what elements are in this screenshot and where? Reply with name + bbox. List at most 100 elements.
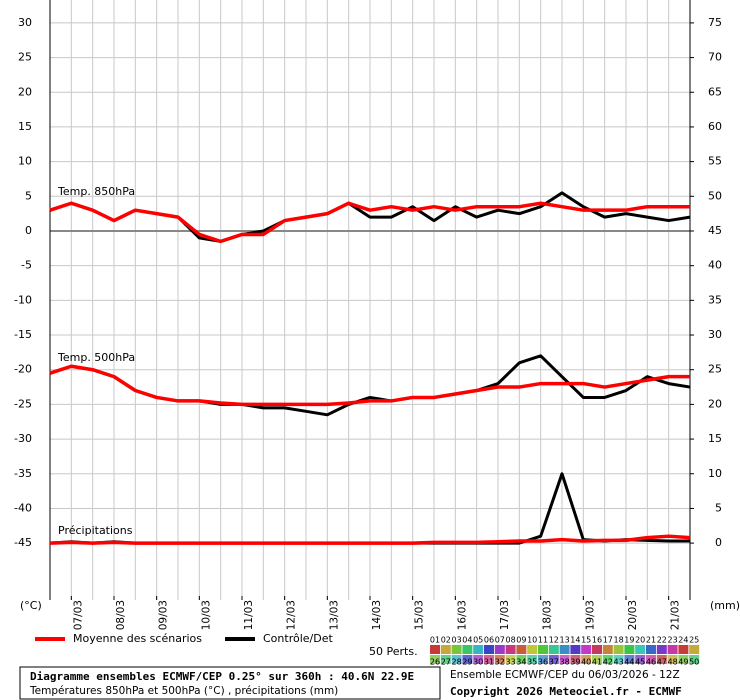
member-swatch (548, 645, 559, 654)
member-swatch (473, 645, 484, 654)
annotation: Temp. 500hPa (57, 351, 135, 364)
x-tick-label: 12/03 (286, 600, 298, 630)
member-label: 30 (473, 658, 483, 667)
member-swatch (602, 655, 613, 664)
member-label: 24 (678, 636, 688, 645)
member-label: 32 (495, 658, 505, 667)
member-label: 37 (549, 658, 559, 667)
member-swatch (516, 655, 527, 664)
member-swatch (473, 655, 484, 664)
member-swatch (581, 645, 592, 654)
member-label: 12 (549, 636, 559, 645)
member-swatch (440, 655, 451, 664)
y-tick-label: 0 (25, 224, 32, 237)
member-swatch (548, 655, 559, 664)
member-swatch (689, 655, 700, 664)
members-label: 50 Perts. (369, 645, 418, 658)
y2-tick-label: 60 (708, 120, 722, 133)
member-swatch (624, 645, 635, 654)
footer-title: Diagramme ensembles ECMWF/CEP 0.25° sur … (30, 670, 414, 683)
member-swatch (592, 645, 602, 654)
member-label: 11 (538, 636, 548, 645)
y-tick-label: 5 (25, 189, 32, 202)
member-swatch (527, 645, 538, 654)
member-swatch (538, 645, 548, 654)
x-tick-label: 15/03 (414, 600, 426, 630)
y-tick-label: -45 (14, 536, 32, 549)
y-tick-label: -25 (14, 397, 32, 410)
member-swatch (613, 655, 624, 664)
footer-subtitle: Températures 850hPa et 500hPa (°C) , pré… (29, 685, 338, 697)
member-swatch (462, 655, 473, 664)
y-tick-label: -30 (14, 432, 32, 445)
x-tick-label: 09/03 (158, 600, 170, 630)
member-label: 23 (668, 636, 678, 645)
x-tick-label: 19/03 (584, 600, 596, 630)
member-label: 48 (668, 658, 678, 667)
member-swatch (494, 645, 505, 654)
member-label: 21 (646, 636, 656, 645)
member-label: 01 (430, 636, 440, 645)
member-swatch (559, 655, 570, 664)
y2-tick-label: 40 (708, 259, 722, 272)
y2-tick-label: 65 (708, 85, 722, 98)
y-tick-label: 30 (18, 16, 32, 29)
member-label: 44 (624, 658, 634, 667)
member-label: 34 (516, 658, 526, 667)
member-label: 06 (484, 636, 494, 645)
member-swatch (430, 645, 440, 654)
footer-run: Ensemble ECMWF/CEP du 06/03/2026 - 12Z (450, 669, 680, 681)
member-label: 36 (538, 658, 548, 667)
member-swatch (505, 655, 516, 664)
y2-tick-label: 10 (708, 467, 722, 480)
member-swatch (516, 645, 527, 654)
member-label: 20 (635, 636, 645, 645)
x-tick-label: 10/03 (200, 600, 212, 630)
y-tick-label: -5 (21, 259, 32, 272)
member-label: 13 (560, 636, 570, 645)
footer-box (19, 666, 441, 700)
annotation: Temp. 850hPa (57, 185, 135, 198)
x-tick-label: 13/03 (328, 600, 340, 630)
member-swatch (624, 655, 635, 664)
member-swatch (656, 645, 667, 654)
member-swatch (581, 655, 592, 664)
member-swatch (592, 655, 602, 664)
member-label: 38 (560, 658, 570, 667)
member-label: 17 (603, 636, 613, 645)
x-tick-label: 08/03 (115, 600, 127, 630)
legend-label: Contrôle/Det (263, 632, 333, 645)
y2-unit: (mm) (710, 599, 740, 612)
y2-tick-label: 75 (708, 16, 722, 29)
member-label: 16 (592, 636, 602, 645)
member-swatch (646, 645, 656, 654)
member-swatch (462, 645, 473, 654)
member-label: 18 (614, 636, 624, 645)
y2-tick-label: 0 (715, 536, 722, 549)
x-tick-label: 14/03 (371, 600, 383, 630)
member-label: 40 (581, 658, 591, 667)
member-label: 39 (570, 658, 580, 667)
annotation: Précipitations (58, 524, 133, 537)
member-swatch (570, 655, 581, 664)
y-unit: (°C) (20, 599, 42, 612)
member-swatch (484, 655, 494, 664)
member-label: 50 (689, 658, 699, 667)
member-swatch (635, 645, 646, 654)
x-tick-label: 21/03 (670, 600, 682, 630)
y2-tick-label: 25 (708, 363, 722, 376)
member-swatch (451, 655, 462, 664)
series-line (49, 201, 690, 244)
member-label: 25 (689, 636, 699, 645)
member-swatch (667, 645, 678, 654)
y2-tick-label: 15 (708, 432, 722, 445)
member-label: 19 (624, 636, 634, 645)
member-label: 22 (657, 636, 667, 645)
member-swatch (451, 645, 462, 654)
member-label: 27 (441, 658, 451, 667)
member-swatch (494, 655, 505, 664)
legend-label: Moyenne des scénarios (73, 632, 202, 645)
y-tick-label: -15 (14, 328, 32, 341)
x-tick-label: 20/03 (627, 600, 639, 630)
member-label: 07 (495, 636, 505, 645)
